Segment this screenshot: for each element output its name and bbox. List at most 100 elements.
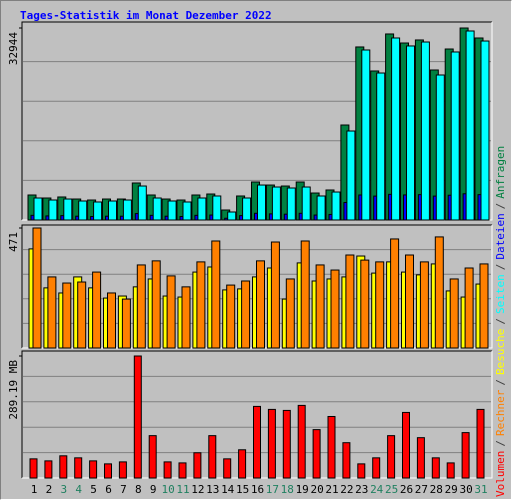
bar <box>107 292 116 349</box>
bar <box>431 457 440 479</box>
bar <box>238 449 247 479</box>
x-tick-label: 29 <box>445 483 458 496</box>
legend-entry: Seiten <box>494 274 507 314</box>
legend: Volumen / Rechner / Besuche / Seiten / Dateien / A… <box>494 146 507 497</box>
bar <box>450 51 460 221</box>
x-tick-label: 10 <box>161 483 174 496</box>
legend-separator: / <box>494 203 507 210</box>
bar <box>44 460 53 479</box>
bar <box>420 41 430 221</box>
bar <box>435 74 445 221</box>
bar <box>331 191 341 221</box>
panel-border <box>21 224 492 348</box>
bar <box>327 415 336 479</box>
x-tick-label: 15 <box>236 483 249 496</box>
x-tick-label: 11 <box>176 483 189 496</box>
bar <box>285 278 295 349</box>
bar <box>148 435 157 479</box>
x-tick-label: 4 <box>75 483 82 496</box>
bar <box>136 264 146 349</box>
x-tick-label: 25 <box>385 483 398 496</box>
x-tick-label: 19 <box>296 483 309 496</box>
bar <box>480 40 490 221</box>
x-tick-label: 16 <box>251 483 264 496</box>
bar <box>257 184 266 221</box>
x-tick-label: 30 <box>459 483 472 496</box>
bar <box>163 461 172 479</box>
bar <box>152 197 162 221</box>
bar <box>59 455 68 479</box>
bar <box>133 355 142 479</box>
bar <box>476 408 485 479</box>
bar <box>122 199 132 221</box>
x-tick-label: 24 <box>370 483 384 496</box>
bar <box>167 200 177 221</box>
x-tick-label: 28 <box>430 483 443 496</box>
bar <box>108 200 117 221</box>
bar <box>104 463 112 479</box>
bar <box>286 187 296 221</box>
bar <box>78 200 88 221</box>
legend-separator: / <box>494 379 507 386</box>
bar <box>316 195 326 221</box>
y-tick-label: 471 <box>7 232 20 252</box>
bar <box>242 197 252 221</box>
bar <box>315 264 325 349</box>
bar <box>461 432 470 479</box>
bar <box>62 282 72 349</box>
bar <box>282 409 291 479</box>
bar <box>312 429 321 479</box>
y-tick-label: 32944 <box>7 32 20 65</box>
legend-separator: / <box>494 440 507 447</box>
bar <box>271 186 281 221</box>
bar <box>211 240 221 349</box>
legend-entry: Besuche <box>494 329 507 375</box>
bar <box>416 437 425 479</box>
legend-entry: Rechner <box>494 389 507 436</box>
bar <box>223 458 232 479</box>
bar <box>270 241 280 349</box>
x-tick-label: 18 <box>281 483 294 496</box>
bar <box>387 435 396 479</box>
bar <box>118 461 127 479</box>
bar <box>267 408 276 479</box>
bar <box>253 405 261 479</box>
x-tick-label: 8 <box>135 483 142 496</box>
bar <box>434 236 444 349</box>
bar <box>419 261 429 349</box>
x-tick-label: 13 <box>206 483 219 496</box>
bar <box>77 281 87 349</box>
bar <box>137 185 147 221</box>
bar <box>464 267 474 349</box>
bar <box>48 199 58 221</box>
legend-separator: / <box>494 264 507 271</box>
bar <box>208 435 217 479</box>
bar <box>212 195 222 221</box>
bar <box>465 30 475 221</box>
bar <box>93 201 103 221</box>
x-tick-label: 3 <box>60 483 67 496</box>
x-tick-label: 5 <box>90 483 97 496</box>
legend-entry: Dateien <box>494 213 507 259</box>
bar <box>178 462 187 479</box>
bar <box>479 263 489 349</box>
x-tick-label: 20 <box>310 483 323 496</box>
bar <box>151 260 161 349</box>
bar <box>357 463 366 479</box>
bar <box>402 411 410 479</box>
bar <box>301 186 311 221</box>
bar <box>449 278 459 349</box>
bar <box>361 49 371 221</box>
bar <box>63 198 73 221</box>
bar <box>89 460 98 479</box>
bar <box>390 238 400 349</box>
bar <box>166 275 176 349</box>
bar <box>391 37 401 221</box>
legend-separator: / <box>494 318 507 325</box>
x-tick-label: 7 <box>120 483 127 496</box>
chart-title: Tages-Statistik im Monat Dezember 2022 <box>20 9 272 22</box>
y-tick-label: 289.19 MB <box>7 360 20 420</box>
bar <box>346 130 356 221</box>
